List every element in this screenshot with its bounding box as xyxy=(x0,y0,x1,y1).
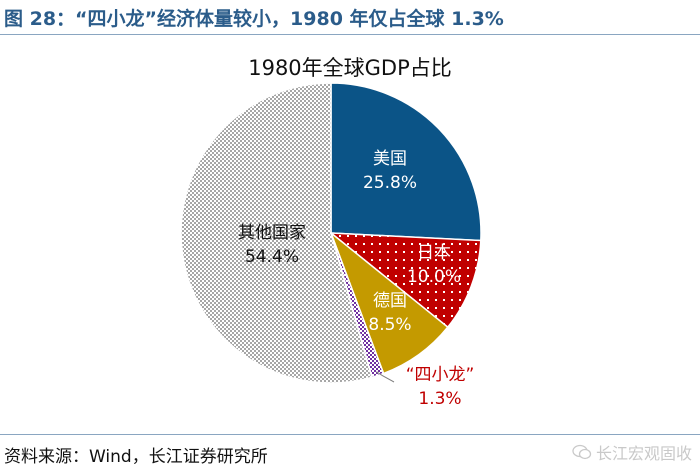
slice-value-label-0: 25.8% xyxy=(363,173,417,193)
leader-line-3 xyxy=(376,371,395,383)
slice-value-label-4: 54.4% xyxy=(245,247,299,267)
figure-title: 图 28：“四小龙”经济体量较小，1980 年仅占全球 1.3% xyxy=(4,8,504,30)
chart-title: 1980年全球GDP占比 xyxy=(248,56,452,80)
watermark: 长江宏观固收 xyxy=(572,440,692,464)
slice-value-label-3: 1.3% xyxy=(418,389,461,409)
bottom-divider xyxy=(0,434,700,435)
watermark-text: 长江宏观固收 xyxy=(595,444,692,463)
slice-name-label-0: 美国 xyxy=(373,149,407,169)
source-note: 资料来源：Wind，长江证券研究所 xyxy=(4,447,268,467)
pie-slice-0 xyxy=(330,82,482,242)
slice-name-label-4: 其他国家 xyxy=(238,223,306,243)
slice-name-label-3: “四小龙” xyxy=(406,365,475,385)
pie-slice-4 xyxy=(180,82,373,384)
slice-value-label-1: 10.0% xyxy=(407,267,461,287)
slice-name-label-2: 德国 xyxy=(373,291,407,311)
pie-slice-1 xyxy=(328,232,482,329)
slice-value-label-2: 8.5% xyxy=(368,315,411,335)
wechat-icon xyxy=(572,444,592,460)
pie-chart: 美国 25.8% 日本 10.0%德国 8.5% “四小龙” 1.3% 其他国家 54.4% xyxy=(180,82,482,409)
top-divider xyxy=(0,34,700,35)
slice-name-label-1: 日本 xyxy=(417,243,451,263)
